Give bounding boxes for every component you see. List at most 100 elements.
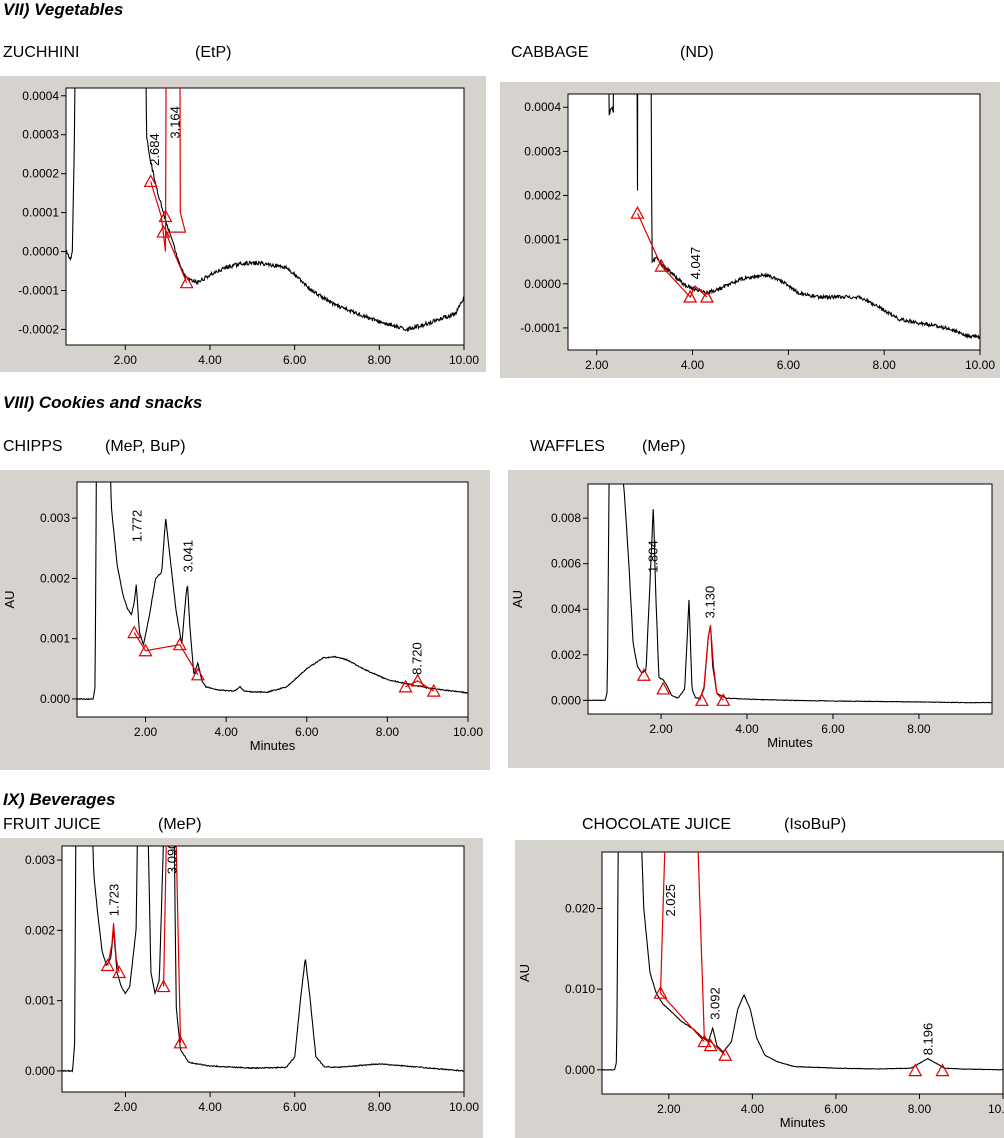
- peak-label: 3.010: [638, 82, 653, 85]
- y-tick-label: 0.006: [551, 557, 581, 571]
- plot-area: [61, 845, 465, 1093]
- plot-content: 2.684 3.164: [66, 88, 464, 333]
- x-tick-label: 8.00: [376, 725, 400, 739]
- peak-label: 1.804: [646, 540, 661, 573]
- peak-marker: [654, 258, 669, 272]
- x-tick-label: 4.00: [214, 725, 238, 739]
- x-tick-label: 10.00: [449, 1100, 479, 1114]
- peak-label: 8.720: [409, 642, 424, 675]
- y-tick-label: 0.0003: [22, 128, 59, 142]
- y-tick-label: 0.0003: [524, 144, 561, 158]
- chart-label-zuchhini: ZUCHHINI: [3, 44, 80, 61]
- x-tick-label: 8.00: [873, 358, 897, 372]
- x-axis-label: Minutes: [250, 738, 296, 753]
- peak-label: 2.025: [663, 884, 678, 917]
- peak-marker: [138, 643, 153, 657]
- x-tick-label: 2.00: [114, 1100, 138, 1114]
- y-tick-label: 0.000: [25, 1064, 55, 1078]
- x-tick-label: 2.00: [134, 725, 158, 739]
- y-tick-label: -0.0001: [520, 321, 561, 335]
- x-tick-label: 4.00: [681, 358, 705, 372]
- peak-marker: [112, 965, 127, 979]
- series-trace-line: [62, 846, 464, 1073]
- chart-fruit-juice: 0.003 0.002 0.001 0.000 2.00 4.00 6.00 8.00 10.0…: [25, 845, 479, 1114]
- chart-panel-chipps: 0.003 0.002 0.001 0.000 2.00 4.00 6.00 8.00 10.0…: [0, 470, 490, 770]
- chart-zuchhini: 0.0004 0.0003 0.0002 0.0001 0.0000 -0.0001 -0.…: [18, 87, 479, 367]
- peak-marker: [694, 693, 709, 706]
- x-tick-label: 4.00: [198, 1100, 222, 1114]
- peak-marker: [143, 174, 158, 188]
- chart-chipps: 0.003 0.002 0.001 0.000 2.00 4.00 6.00 8.00 10.0…: [2, 481, 483, 753]
- plot-content: 2.025 3.092 8.196: [602, 852, 1003, 1077]
- peak-marker: [703, 1038, 718, 1052]
- chart-note-chipps: (MeP, BuP): [105, 438, 186, 455]
- x-tick-label: 8.00: [907, 722, 931, 736]
- peak-label: 2.684: [147, 133, 162, 166]
- x-tick-label: 6.00: [283, 353, 307, 367]
- chart-waffles: 0.008 0.006 0.004 0.002 0.000 2.00 4.00 6.00 8.0…: [510, 483, 993, 750]
- plot-area: [76, 481, 469, 718]
- x-tick-label: 6.00: [824, 1102, 848, 1116]
- x-tick-label: 2.00: [114, 353, 138, 367]
- peak-marker: [656, 681, 671, 695]
- chart-label-fruit-juice: FRUIT JUICE: [3, 816, 101, 833]
- y-tick-label: 0.0000: [524, 277, 561, 291]
- peak-marker: [158, 209, 173, 223]
- x-tick-label: 2.00: [585, 358, 609, 372]
- section-title-beverages: IX) Beverages: [3, 790, 116, 809]
- chart-note-cabbage: (ND): [680, 44, 714, 61]
- chart-cabbage: 0.0004 0.0003 0.0002 0.0001 0.0000 -0.0001 2.0…: [520, 82, 995, 372]
- peak-marker: [173, 1035, 188, 1049]
- y-tick-label: 0.008: [551, 511, 581, 525]
- peak-marker: [156, 979, 171, 993]
- x-tick-label: 4.00: [198, 353, 222, 367]
- x-axis-label: Minutes: [767, 735, 813, 750]
- series-trace-line: [602, 852, 1003, 1071]
- y-tick-label: -0.0002: [18, 322, 59, 336]
- x-tick-label: 4.00: [741, 1102, 765, 1116]
- chart-panel-cabbage: 0.0004 0.0003 0.0002 0.0001 0.0000 -0.0001 2.0…: [500, 82, 1000, 378]
- peak-marker: [683, 289, 698, 303]
- peak-marker: [100, 958, 115, 972]
- integration-line: [699, 625, 724, 701]
- x-tick-label: 2.00: [649, 722, 673, 736]
- peak-marker: [935, 1063, 950, 1077]
- x-tick-label: 10.00: [449, 353, 479, 367]
- y-tick-label: 0.002: [40, 571, 70, 585]
- y-tick-label: 0.0001: [524, 233, 561, 247]
- y-tick-label: 0.000: [565, 1063, 595, 1077]
- peak-label: 3.164: [168, 106, 183, 139]
- peak-marker: [908, 1063, 923, 1077]
- chart-chocolate-juice: 0.020 0.010 0.000 2.00 4.00 6.00 8.00 10.00 Minu…: [517, 851, 1004, 1130]
- y-tick-label: 0.003: [40, 511, 70, 525]
- peak-marker: [156, 224, 171, 238]
- chart-note-waffles: (MeP): [642, 438, 686, 455]
- series-trace-line: [77, 482, 468, 701]
- y-tick-label: 0.003: [25, 853, 55, 867]
- plot-area: [587, 483, 993, 715]
- y-axis-label: AU: [510, 590, 525, 608]
- y-axis-label: AU: [517, 964, 532, 982]
- y-tick-label: 0.020: [565, 901, 595, 915]
- chart-label-waffles: WAFFLES: [530, 438, 605, 455]
- peak-label: 3.092: [707, 987, 722, 1020]
- x-tick-label: 10.00: [453, 725, 483, 739]
- peak-marker: [699, 289, 714, 303]
- peak-label: 8.196: [921, 1023, 936, 1056]
- peak-label: 4.047: [688, 247, 703, 280]
- y-tick-label: -0.0001: [18, 283, 59, 297]
- plot-area: [601, 851, 1004, 1095]
- chart-panel-chocolate-juice: 0.020 0.010 0.000 2.00 4.00 6.00 8.00 10.00 Minu…: [515, 840, 1004, 1138]
- plot-content: 1.772 3.041 8.720: [77, 482, 468, 701]
- peak-marker: [653, 985, 668, 999]
- peak-marker: [127, 625, 142, 639]
- x-tick-label: 10.00: [988, 1102, 1004, 1116]
- plot-area: [567, 93, 981, 351]
- x-tick-label: 4.00: [735, 722, 759, 736]
- peak-marker: [716, 693, 731, 706]
- peak-marker: [398, 679, 413, 693]
- chart-panel-waffles: 0.008 0.006 0.004 0.002 0.000 2.00 4.00 6.00 8.0…: [508, 470, 1004, 768]
- x-tick-label: 6.00: [283, 1100, 307, 1114]
- chart-note-fruit-juice: (MeP): [158, 816, 202, 833]
- peak-label: 3.041: [180, 540, 195, 573]
